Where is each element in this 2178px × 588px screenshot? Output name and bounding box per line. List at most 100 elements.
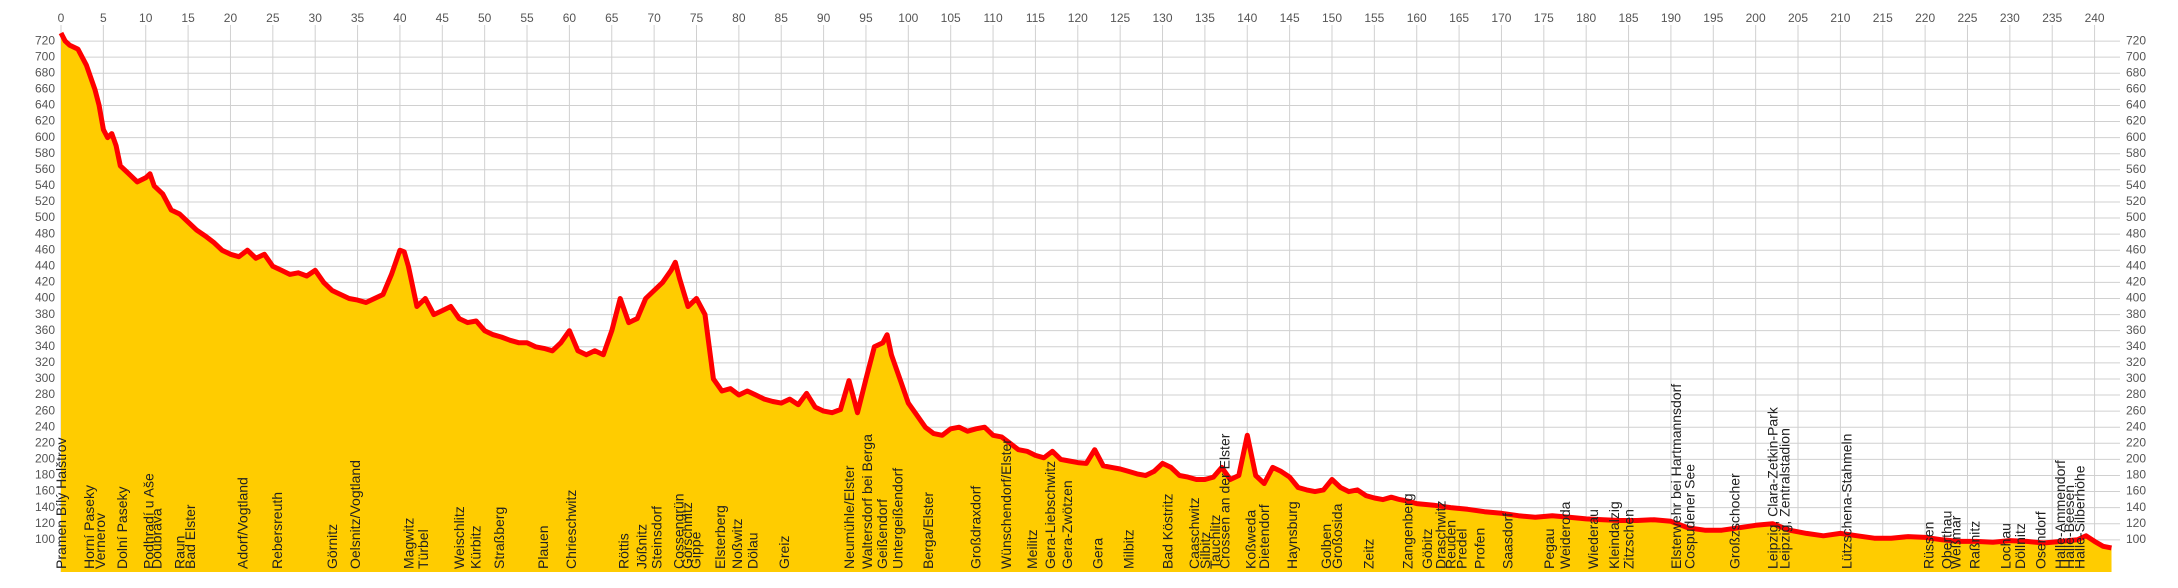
- place-label: Raßnitz: [1966, 521, 1982, 569]
- place-label: Profen: [1471, 528, 1487, 569]
- y-tick-label-right: 720: [2126, 33, 2146, 47]
- place-label: Cossengrün: [671, 494, 687, 570]
- place-label: Großzschocher: [1726, 473, 1742, 569]
- y-tick-label: 620: [35, 114, 55, 128]
- place-label: Rebersreuth: [269, 492, 285, 569]
- y-tick-label: 380: [35, 307, 55, 321]
- y-tick-label: 180: [35, 468, 55, 482]
- x-tick-label: 75: [690, 11, 704, 25]
- y-tick-label-right: 460: [2126, 242, 2146, 256]
- place-label: Pramen Bílý Halštrov: [53, 438, 69, 569]
- place-label: Großosida: [1329, 503, 1345, 569]
- place-label: Plauen: [535, 525, 551, 569]
- place-label: Steinsdorf: [649, 506, 665, 569]
- y-tick-label: 660: [35, 82, 55, 96]
- y-tick-label: 540: [35, 178, 55, 192]
- place-label: Halle-Ammendorf: [2052, 460, 2068, 569]
- y-tick-label: 600: [35, 130, 55, 144]
- x-tick-label: 10: [139, 11, 153, 25]
- x-tick-label: 20: [224, 11, 238, 25]
- place-label: Dolní Paseky: [114, 487, 130, 569]
- x-tick-label: 185: [1619, 11, 1639, 25]
- x-tick-label: 220: [1915, 11, 1935, 25]
- y-tick-label: 200: [35, 452, 55, 466]
- x-tick-label: 50: [478, 11, 492, 25]
- place-label: Dölau: [744, 532, 760, 569]
- place-label: Chrieschwitz: [563, 490, 579, 569]
- y-tick-label: 300: [35, 371, 55, 385]
- y-tick-label: 280: [35, 387, 55, 401]
- x-tick-label: 235: [2042, 11, 2062, 25]
- x-tick-label: 35: [351, 11, 365, 25]
- x-tick-label: 95: [859, 11, 873, 25]
- y-tick-label: 680: [35, 65, 55, 79]
- elevation-area: [61, 33, 2112, 572]
- place-label: Röttis: [616, 533, 632, 569]
- place-label: Wünschendorf/Elster: [998, 439, 1014, 569]
- x-tick-label: 140: [1237, 11, 1257, 25]
- place-label: Rüssen: [1921, 522, 1937, 569]
- x-tick-label: 240: [2085, 11, 2105, 25]
- place-label: Bad Elster: [182, 504, 198, 569]
- elevation-line: [58, 31, 2112, 551]
- y-tick-label: 460: [35, 242, 55, 256]
- place-label: Waltersdorf bei Berga: [859, 434, 875, 569]
- y-tick-label-right: 200: [2126, 452, 2146, 466]
- place-label: Cospudener See: [1682, 464, 1698, 569]
- place-label: Leipzig, Zentralstadion: [1776, 428, 1792, 569]
- place-label: Silbitz: [1197, 532, 1213, 569]
- x-tick-label: 145: [1280, 11, 1300, 25]
- y-tick-label-right: 360: [2126, 323, 2146, 337]
- x-tick-label: 135: [1195, 11, 1215, 25]
- y-tick-label-right: 260: [2126, 403, 2146, 417]
- x-tick-label: 110: [983, 11, 1002, 25]
- y-tick-label-right: 700: [2126, 49, 2146, 63]
- place-label: Türbel: [415, 529, 431, 569]
- x-tick-label: 0: [58, 11, 65, 25]
- y-tick-label-right: 380: [2126, 307, 2146, 321]
- place-label: Elsterberg: [712, 505, 728, 569]
- place-label: Saasdorf: [1499, 513, 1515, 569]
- x-tick-label: 150: [1322, 11, 1342, 25]
- x-tick-label: 215: [1873, 11, 1893, 25]
- place-label: Zitzschen: [1621, 509, 1637, 569]
- y-tick-label: 520: [35, 194, 55, 208]
- x-tick-label: 230: [2000, 11, 2020, 25]
- y-tick-label-right: 400: [2126, 291, 2146, 305]
- place-label: Tauchlitz: [1207, 515, 1223, 569]
- y-tick-label: 140: [35, 500, 55, 514]
- y-tick-label-right: 680: [2126, 65, 2146, 79]
- y-tick-label: 400: [35, 291, 55, 305]
- y-tick-label: 640: [35, 98, 55, 112]
- x-tick-label: 180: [1576, 11, 1596, 25]
- y-tick-label: 700: [35, 49, 55, 63]
- place-label: Meilitz: [1024, 529, 1040, 569]
- place-label: Gera: [1089, 538, 1105, 569]
- x-tick-label: 80: [732, 11, 746, 25]
- x-tick-label: 105: [941, 11, 961, 25]
- y-tick-label: 160: [35, 484, 55, 498]
- y-tick-label-right: 480: [2126, 226, 2146, 240]
- place-label: Caaschwitz: [1186, 497, 1202, 569]
- place-label: Podhradí u Aše: [140, 473, 156, 569]
- place-label: Großdraxdorf: [967, 486, 983, 569]
- place-label: Weischlitz: [451, 506, 467, 569]
- place-label: Horní Paseky: [81, 485, 97, 569]
- place-label: Geißendorf: [874, 499, 890, 569]
- y-tick-label-right: 600: [2126, 130, 2146, 144]
- y-tick-label: 500: [35, 210, 55, 224]
- place-label: Crossen an der Elster: [1216, 433, 1232, 569]
- place-label: Predel: [1454, 529, 1470, 569]
- y-tick-label-right: 100: [2126, 532, 2146, 546]
- y-tick-label-right: 320: [2126, 355, 2146, 369]
- y-tick-label: 260: [35, 403, 55, 417]
- y-tick-label: 420: [35, 275, 55, 289]
- place-label: Magwitz: [400, 518, 416, 569]
- x-tick-label: 55: [520, 11, 534, 25]
- x-tick-label: 85: [775, 11, 789, 25]
- place-label: Gera-Zwötzen: [1059, 480, 1075, 569]
- place-label: Straßberg: [491, 507, 507, 569]
- x-tick-label: 175: [1534, 11, 1554, 25]
- place-label: Halle-Beesen: [2061, 485, 2077, 569]
- y-tick-label: 100: [35, 532, 55, 546]
